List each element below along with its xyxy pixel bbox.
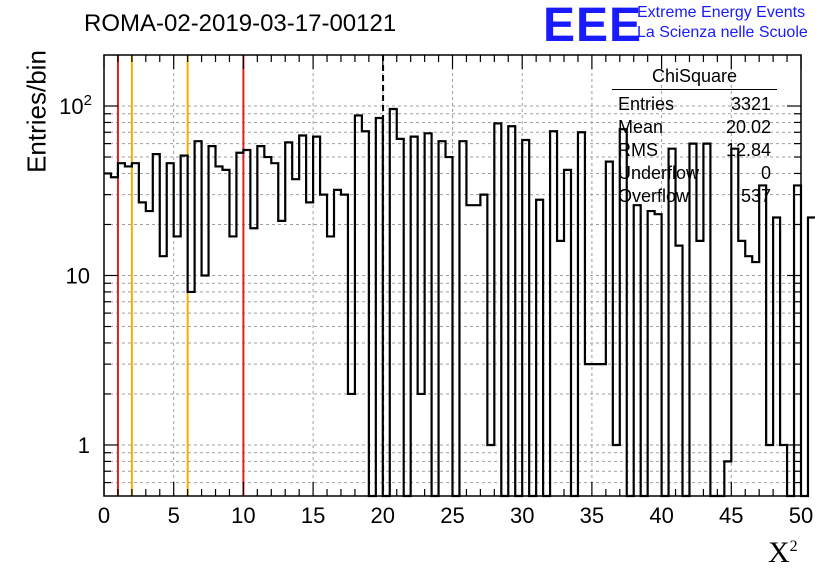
x-tick-label: 35 [580, 503, 604, 528]
stats-label: Entries [618, 94, 675, 114]
y-axis-ticks: 1 10 102 [59, 92, 801, 484]
stats-label: RMS [618, 140, 658, 160]
stats-row: Overflow 537 [612, 186, 777, 209]
stats-label: Underflow [618, 163, 700, 183]
stats-title: ChiSquare [612, 66, 777, 90]
x-tick-label: 0 [98, 503, 110, 528]
x-tick-label: 5 [168, 503, 180, 528]
stats-value: 3321 [730, 94, 771, 114]
x-tick-label: 40 [649, 503, 673, 528]
stats-label: Mean [618, 117, 664, 137]
stats-label: Overflow [618, 186, 690, 206]
stats-value: 0 [760, 163, 771, 183]
x-tick-label: 10 [231, 503, 255, 528]
x-tick-label: 45 [719, 503, 743, 528]
stats-value: 20.02 [725, 117, 771, 137]
x-axis-ticks: 0 5 10 15 20 25 30 35 40 45 50 [98, 55, 813, 528]
x-tick-label: 15 [301, 503, 325, 528]
x-axis-label: X2 [768, 536, 798, 569]
stats-box: ChiSquare Entries 3321 Mean 20.02 RMS 12.84… [612, 66, 777, 209]
stats-row: Entries 3321 [612, 94, 777, 117]
stats-row: RMS 12.84 [612, 140, 777, 163]
x-tick-label: 50 [789, 503, 813, 528]
y-tick-label: 1 [78, 433, 90, 458]
stats-row: Underflow 0 [612, 163, 777, 186]
x-tick-label: 25 [440, 503, 464, 528]
x-tick-label: 30 [510, 503, 534, 528]
chart-title: ROMA-02-2019-03-17-00121 [84, 10, 397, 37]
y-tick-label: 102 [59, 92, 92, 119]
eee-logo: EEE [543, 0, 643, 52]
logo-text-line1: Extreme Energy Events [637, 4, 806, 21]
stats-row: Mean 20.02 [612, 117, 777, 140]
stats-value: 537 [740, 186, 771, 206]
y-axis-label: Entries/bin [21, 50, 52, 173]
stats-value: 12.84 [725, 140, 771, 160]
x-tick-label: 20 [371, 503, 395, 528]
histogram-outline [104, 107, 815, 498]
y-tick-label: 10 [66, 264, 90, 289]
logo-text-line2: La Scienza nelle Scuole [637, 24, 808, 41]
